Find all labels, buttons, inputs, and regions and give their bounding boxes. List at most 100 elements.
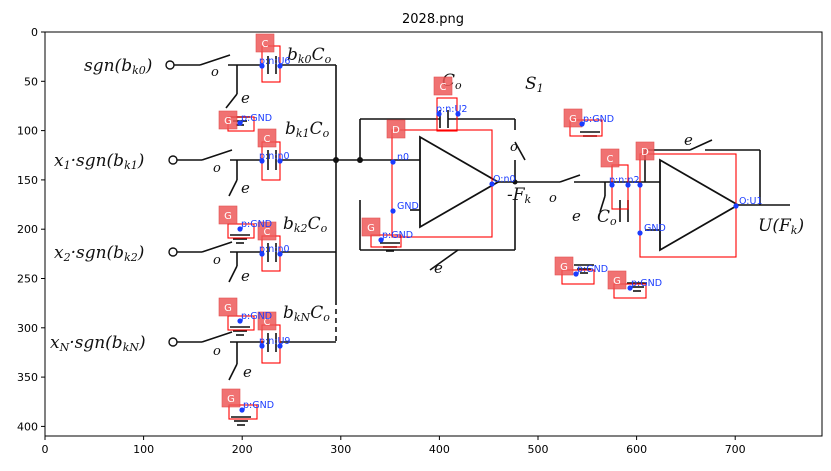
svg-text:C: C (262, 39, 269, 50)
y-tick-label: 100 (17, 125, 38, 138)
svg-text:G: G (227, 394, 235, 405)
component-tag: C (257, 221, 277, 241)
component-tag: C (600, 148, 620, 168)
svg-text:C: C (607, 154, 614, 165)
bkNC0-label: b (283, 303, 294, 323)
figure-title: 2028.png (402, 12, 464, 27)
opamp-icon (419, 135, 500, 229)
svg-text:G: G (560, 262, 568, 273)
component-box (370, 234, 402, 248)
pin-label: p:n:U2 (436, 104, 467, 115)
e-label: e (241, 179, 250, 197)
component-box (228, 404, 258, 420)
pin-label: p:GND (243, 400, 274, 411)
svg-text:G: G (224, 116, 232, 127)
component-box (227, 315, 255, 331)
x-tick-label: 500 (528, 443, 549, 456)
svg-text:x1·sgn(bk1): x1·sgn(bk1) (54, 151, 144, 172)
component-tag: C (257, 128, 277, 148)
svg-text:D: D (392, 125, 400, 136)
x1-label: x (54, 151, 64, 171)
xN-label: x (50, 333, 60, 353)
x-tick-label: 400 (429, 443, 450, 456)
svg-text:bkNCo: bkNCo (283, 303, 330, 324)
component-box (569, 119, 603, 137)
ground-icon (230, 326, 250, 336)
ground-icon (231, 416, 251, 426)
svg-text:xN·sgn(bkN): xN·sgn(bkN) (50, 333, 146, 354)
input-terminal-icon (168, 247, 178, 257)
minus-fk-label: -F (507, 185, 526, 205)
svg-text:S1: S1 (525, 74, 544, 95)
pin-label: p:GND (241, 113, 272, 124)
component-tag: C (255, 33, 275, 53)
component-tag: C (433, 76, 453, 96)
y-tick-label: 50 (24, 75, 38, 88)
svg-text:C: C (264, 134, 271, 145)
e-label: e (241, 89, 250, 107)
o-label: o (213, 344, 221, 359)
y-tick-label: 300 (17, 322, 38, 335)
y-tick-label: 150 (17, 174, 38, 187)
pin-label: p:n:n0 (259, 244, 290, 255)
x-tick-label: 200 (232, 443, 253, 456)
y-axis: 0 50 100 150 200 250 300 350 400 (17, 26, 45, 433)
x-tick-label: 300 (330, 443, 351, 456)
o-label: o (213, 253, 221, 268)
svg-text:C: C (440, 82, 447, 93)
svg-text:G: G (569, 114, 577, 125)
svg-text:C: C (264, 317, 271, 328)
ground-icon (230, 234, 250, 244)
component-box (227, 223, 255, 239)
pin-label: n0 (397, 152, 409, 163)
o-label: o (213, 161, 221, 176)
component-tag: G (218, 205, 238, 225)
sgn-bk0-label: sgn(b (84, 56, 132, 76)
svg-text:bk1Co: bk1Co (285, 119, 330, 140)
plot-frame (44, 31, 823, 437)
y-tick-label: 350 (17, 371, 38, 384)
x-tick-label: 0 (42, 443, 49, 456)
svg-text:G: G (224, 211, 232, 222)
component-tag: G (218, 297, 238, 317)
svg-text:Co: Co (597, 207, 617, 228)
svg-text:bk2Co: bk2Co (283, 214, 328, 235)
pin-label: p:GND (577, 264, 608, 275)
x2-label: x (54, 243, 64, 263)
svg-text:D: D (641, 147, 649, 158)
pin-label: GND (397, 201, 419, 212)
component-tag: G (221, 388, 241, 408)
y-tick-label: 250 (17, 273, 38, 286)
pin-label: p:GND (631, 278, 662, 289)
svg-text:x2·sgn(bk2): x2·sgn(bk2) (54, 243, 144, 264)
pin-label: p:n:U9 (259, 336, 290, 347)
x-tick-label: 600 (626, 443, 647, 456)
ground-icon (574, 264, 594, 274)
o-label: o (549, 191, 557, 206)
bk1C0-label: b (285, 119, 296, 139)
pin-label: O:n0 (493, 174, 516, 185)
s1-label: S (525, 74, 537, 94)
component-tag: G (218, 110, 238, 130)
input-terminal-icon (165, 60, 175, 70)
component-tag: C (257, 311, 277, 331)
e-label: e (434, 259, 443, 277)
o-label: o (510, 140, 518, 155)
component-tag: G (607, 270, 627, 290)
pin-label: p:GND (241, 311, 272, 322)
ufk-label: U(F (758, 216, 792, 236)
x-tick-label: 100 (133, 443, 154, 456)
component-tag: G (563, 108, 583, 128)
x-tick-label: 700 (725, 443, 746, 456)
pin-label: p:n:n2 (609, 175, 640, 186)
y-tick-label: 400 (17, 420, 38, 433)
svg-text:bk0Co: bk0Co (287, 45, 332, 66)
o-label: o (211, 65, 219, 80)
svg-text:U(Fk): U(Fk) (758, 216, 804, 237)
component-box (613, 283, 647, 299)
component-tag: G (554, 256, 574, 276)
svg-text:C: C (264, 227, 271, 238)
input-terminal-icon (168, 155, 178, 165)
bk2C0-label: b (283, 214, 294, 234)
c0-right-label: C (597, 207, 610, 227)
